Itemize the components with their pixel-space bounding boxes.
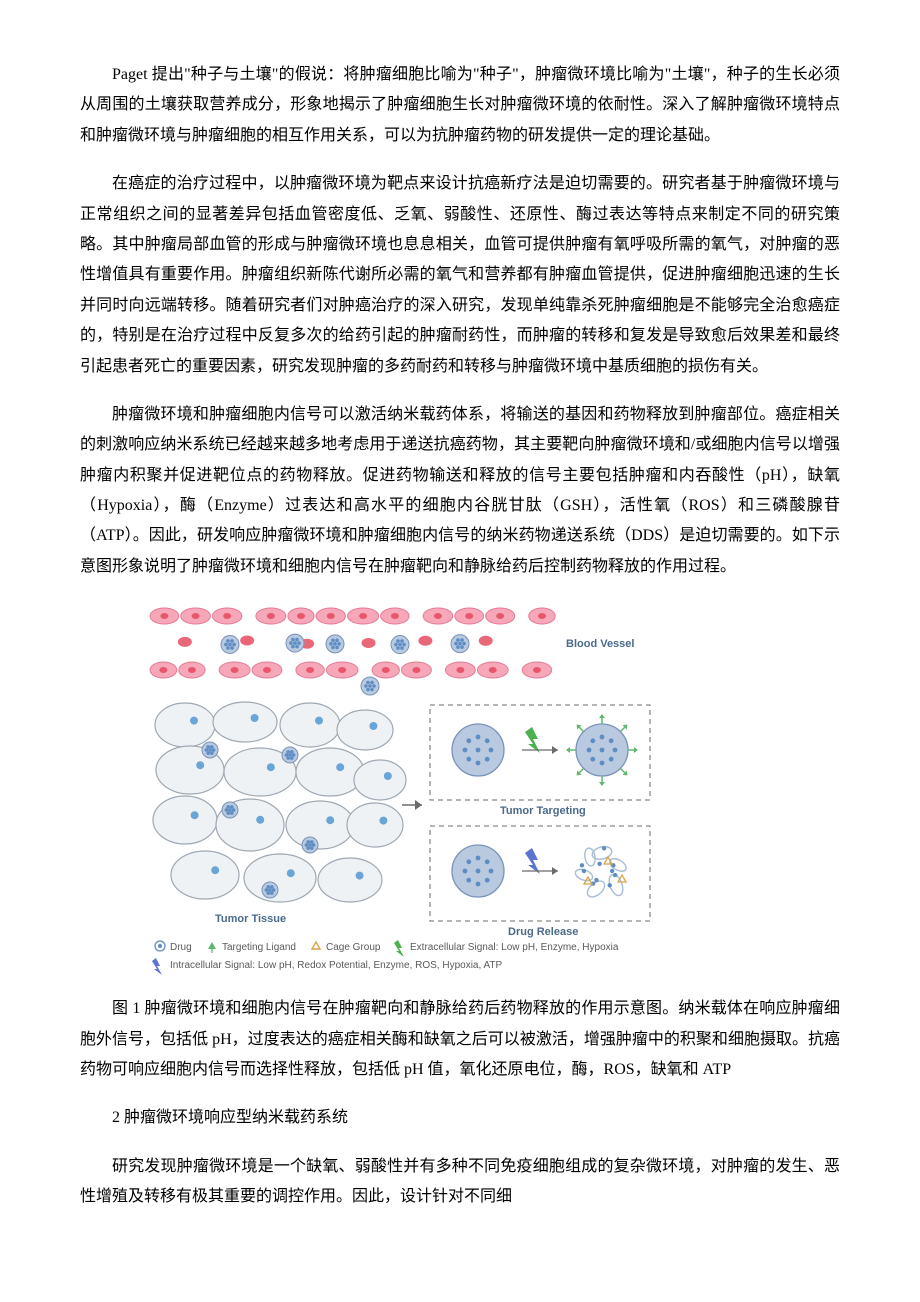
svg-text:Intracellular Signal: Low pH,: Intracellular Signal: Low pH, Redox Pote… bbox=[170, 960, 503, 971]
svg-text:Tumor Tissue: Tumor Tissue bbox=[215, 913, 286, 925]
svg-text:Drug: Drug bbox=[170, 942, 192, 953]
section-2-title: 2 肿瘤微环境响应型纳米载药系统 bbox=[80, 1103, 840, 1133]
svg-text:Drug Release: Drug Release bbox=[508, 926, 578, 938]
figure-svg: Blood Vessel Tumor Tissue Tumor Targeting D… bbox=[140, 600, 660, 980]
paragraph-1: Paget 提出"种子与土壤"的假说：将肿瘤细胞比喻为"种子"，肿瘤微环境比喻为… bbox=[80, 60, 840, 151]
svg-text:Tumor Targeting: Tumor Targeting bbox=[500, 805, 586, 817]
figure-1-caption: 图 1 肿瘤微环境和细胞内信号在肿瘤靶向和静脉给药后药物释放的作用示意图。纳米载… bbox=[80, 994, 840, 1085]
svg-text:Cage Group: Cage Group bbox=[326, 942, 381, 953]
svg-text:Targeting Ligand: Targeting Ligand bbox=[222, 942, 296, 953]
paragraph-4: 研究发现肿瘤微环境是一个缺氧、弱酸性并有多种不同免疫细胞组成的复杂微环境，对肿瘤… bbox=[80, 1152, 840, 1213]
figure-1: Blood Vessel Tumor Tissue Tumor Targeting D… bbox=[140, 600, 840, 980]
paragraph-3: 肿瘤微环境和肿瘤细胞内信号可以激活纳米载药体系，将输送的基因和药物释放到肿瘤部位… bbox=[80, 400, 840, 582]
paragraph-2: 在癌症的治疗过程中，以肿瘤微环境为靶点来设计抗癌新疗法是迫切需要的。研究者基于肿… bbox=[80, 169, 840, 382]
svg-text:Blood Vessel: Blood Vessel bbox=[566, 638, 634, 650]
svg-text:Extracellular Signal: Low pH,: Extracellular Signal: Low pH, Enzyme, Hy… bbox=[410, 942, 619, 953]
